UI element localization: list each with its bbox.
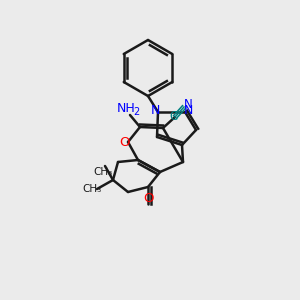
Text: O: O [143, 193, 153, 206]
Text: N: N [150, 104, 160, 118]
Text: CH₃: CH₃ [82, 184, 102, 194]
Text: N: N [184, 98, 192, 110]
Text: 2: 2 [133, 107, 139, 117]
Text: N: N [183, 104, 193, 118]
Text: CH₃: CH₃ [93, 167, 112, 177]
Text: C: C [170, 110, 178, 122]
Text: NH: NH [117, 103, 135, 116]
Text: O: O [119, 136, 129, 148]
